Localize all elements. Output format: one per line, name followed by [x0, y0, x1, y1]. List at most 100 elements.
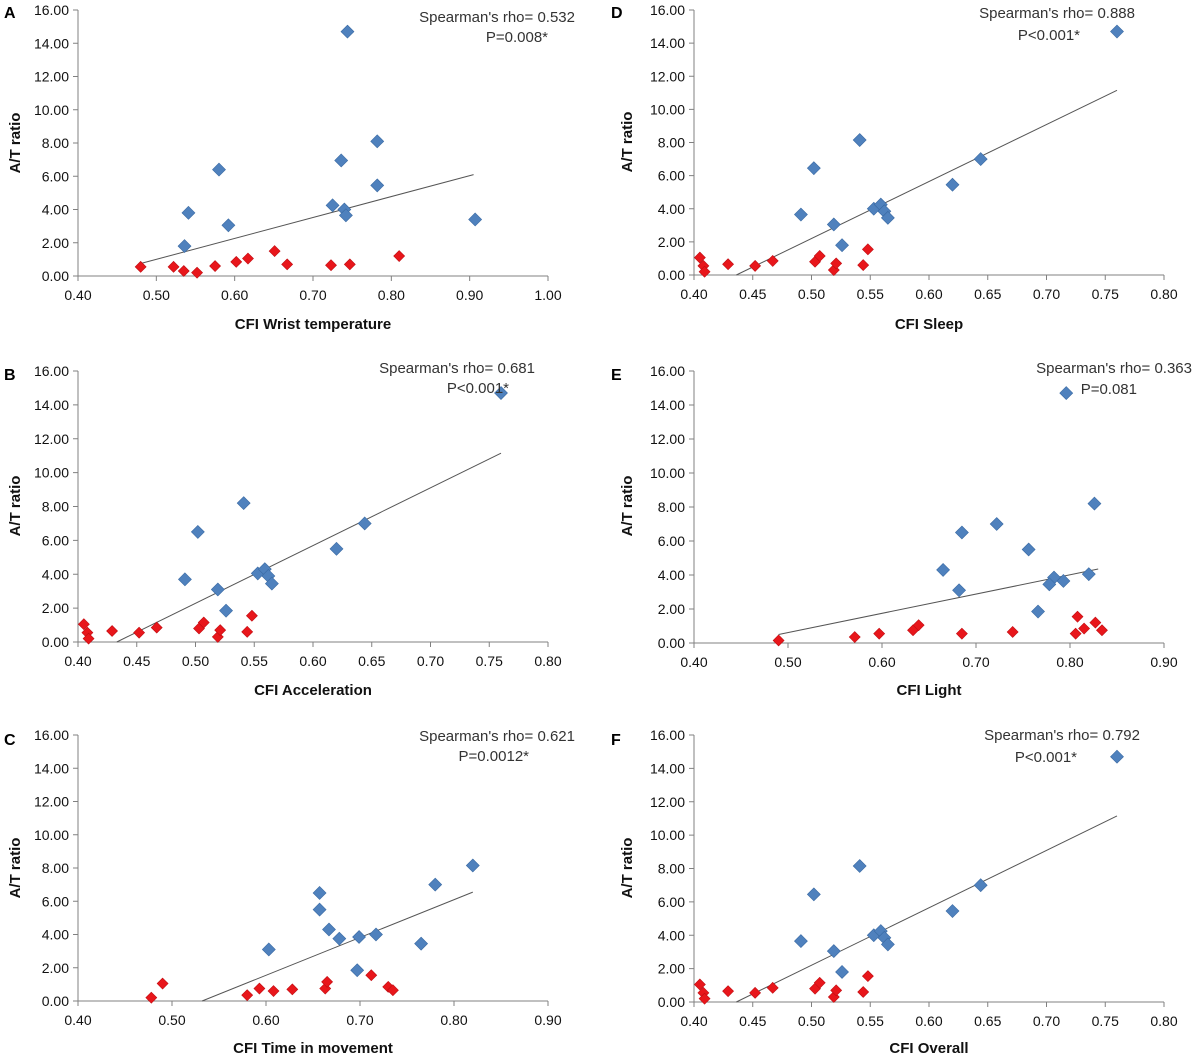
- y-tick-label: 2.00: [42, 235, 69, 251]
- y-tick-label: 12.00: [34, 69, 69, 85]
- blue-data-point: [468, 212, 483, 227]
- y-tick-label: 4.00: [42, 202, 69, 218]
- blue-data-point: [1021, 542, 1036, 557]
- blue-data-point: [880, 937, 895, 952]
- blue-data-point: [1110, 749, 1124, 764]
- x-tick-label: 0.40: [64, 653, 91, 669]
- red-data-point: [749, 986, 762, 999]
- blue-data-point: [221, 218, 236, 233]
- blue-data-point: [1110, 24, 1124, 39]
- red-data-point: [693, 978, 706, 991]
- x-tick-label: 0.60: [915, 1013, 942, 1029]
- blue-data-point: [177, 239, 192, 253]
- blue-data-point: [312, 902, 327, 917]
- x-tick-label: 0.80: [1150, 1013, 1177, 1029]
- y-axis-title: A/T ratio: [619, 112, 636, 173]
- x-axis-title: CFI Wrist temperature: [235, 316, 391, 333]
- blue-data-point: [312, 886, 327, 900]
- y-tick-label: 6.00: [42, 168, 69, 184]
- x-tick-label: 0.50: [774, 654, 801, 670]
- y-tick-label: 12.00: [650, 68, 685, 84]
- red-data-point: [693, 251, 706, 264]
- red-data-point: [722, 258, 734, 271]
- red-data-point: [145, 991, 158, 1004]
- blue-data-point: [1081, 567, 1096, 582]
- panel-e: 0.00 2.00 4.00 6.00 8.00 10.00 12.00 14.00 16.00…: [611, 360, 1192, 699]
- red-data-point: [1089, 616, 1102, 629]
- red-data-point: [267, 985, 280, 997]
- blue-data-point: [989, 517, 1004, 531]
- y-axis-title: A/T ratio: [619, 838, 636, 899]
- x-tick-label: 0.70: [346, 1012, 373, 1028]
- blue-data-point: [826, 944, 841, 959]
- red-data-point: [253, 982, 266, 995]
- x-tick-label: 0.55: [241, 653, 268, 669]
- y-tick-label: 2.00: [42, 600, 69, 616]
- red-data-point: [393, 250, 406, 262]
- red-data-point: [268, 245, 281, 257]
- red-data-point: [197, 616, 210, 629]
- red-data-point: [134, 260, 147, 273]
- y-axis-title: A/T ratio: [7, 476, 24, 537]
- red-data-point: [830, 257, 843, 270]
- red-data-point: [106, 625, 118, 637]
- y-tick-label: 8.00: [42, 860, 69, 876]
- y-tick-label: 14.00: [34, 397, 69, 413]
- x-tick-label: 0.90: [1150, 654, 1177, 670]
- panel-letter: C: [4, 732, 16, 749]
- panel-letter: F: [611, 732, 621, 749]
- y-tick-label: 2.00: [42, 960, 69, 976]
- trendline: [778, 568, 1099, 635]
- red-data-point: [912, 619, 925, 632]
- red-data-point: [857, 259, 870, 271]
- red-data-point: [861, 243, 874, 256]
- blue-data-point: [794, 934, 808, 949]
- trendline: [201, 891, 473, 1002]
- y-tick-label: 8.00: [42, 499, 69, 515]
- y-tick-label: 16.00: [34, 727, 69, 743]
- blue-data-point: [973, 152, 988, 166]
- red-data-point: [245, 609, 258, 622]
- x-tick-label: 0.80: [440, 1012, 467, 1028]
- blue-data-point: [329, 541, 344, 556]
- red-data-point: [242, 252, 254, 265]
- red-data-point: [321, 975, 334, 988]
- blue-data-point: [181, 205, 196, 220]
- red-data-point: [150, 621, 163, 634]
- blue-data-point: [880, 210, 895, 225]
- blue-data-point: [936, 562, 951, 577]
- x-tick-label: 0.60: [252, 1012, 279, 1028]
- x-tick-label: 0.90: [534, 1012, 561, 1028]
- y-tick-label: 6.00: [42, 532, 69, 548]
- x-tick-label: 0.65: [974, 1013, 1001, 1029]
- x-axis-title: CFI Overall: [889, 1040, 968, 1057]
- y-tick-label: 16.00: [650, 363, 685, 379]
- blue-data-point: [806, 887, 821, 902]
- blue-data-point: [190, 524, 205, 539]
- red-data-point: [722, 985, 734, 998]
- blue-data-point: [178, 572, 192, 587]
- panel-letter: D: [611, 5, 623, 22]
- x-tick-label: 0.60: [915, 286, 942, 302]
- panel-letter: E: [611, 367, 622, 384]
- y-tick-label: 12.00: [650, 794, 685, 810]
- y-tick-label: 10.00: [650, 465, 685, 481]
- trendline: [116, 452, 502, 643]
- y-axis-title: A/T ratio: [619, 476, 636, 537]
- red-data-point: [156, 977, 169, 990]
- panel-a: 0.00 2.00 4.00 6.00 8.00 10.00 12.00 14.00 16.00…: [4, 2, 575, 333]
- y-tick-label: 16.00: [650, 2, 685, 18]
- y-tick-label: 2.00: [658, 601, 685, 617]
- y-tick-label: 4.00: [42, 566, 69, 582]
- red-data-point: [241, 989, 254, 1002]
- x-tick-label: 0.90: [456, 287, 483, 303]
- red-data-point: [1078, 622, 1091, 635]
- red-data-point: [1071, 610, 1084, 623]
- red-data-point: [861, 970, 874, 983]
- p-value-label: P=0.008*: [486, 29, 548, 46]
- blue-data-point: [494, 386, 508, 400]
- red-data-point: [82, 632, 95, 645]
- spearman-rho-label: Spearman's rho= 0.363: [1036, 360, 1192, 377]
- x-tick-label: 0.70: [962, 654, 989, 670]
- red-data-point: [749, 259, 762, 272]
